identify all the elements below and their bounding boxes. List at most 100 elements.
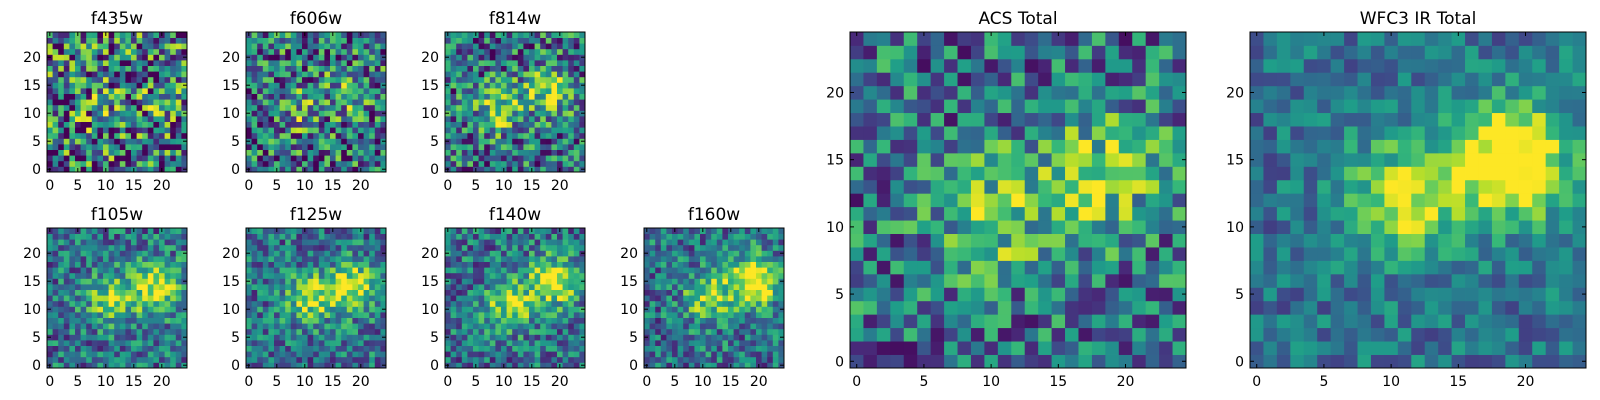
heatmap-cell: [568, 48, 575, 55]
heatmap-cell: [672, 312, 678, 318]
heatmap-cell: [506, 99, 513, 106]
heatmap-cell: [175, 306, 182, 313]
heatmap-cell: [170, 60, 177, 66]
heatmap-cell: [125, 138, 132, 145]
heatmap-cell: [302, 82, 308, 89]
heatmap-cell: [517, 312, 524, 318]
heatmap-cell: [484, 144, 491, 150]
heatmap-cell: [557, 99, 563, 106]
heatmap-cell: [655, 289, 662, 296]
heatmap-cell: [529, 149, 535, 156]
heatmap-cell: [467, 138, 474, 145]
heatmap-cell: [159, 160, 165, 167]
heatmap-cell: [540, 340, 547, 346]
heatmap-cell: [346, 60, 353, 66]
heatmap-cell: [523, 244, 530, 251]
heatmap-cell: [335, 88, 342, 94]
heatmap-cell: [170, 138, 177, 145]
heatmap-cell: [58, 99, 65, 106]
heatmap-cell: [153, 340, 160, 346]
y-tick-label: 20: [23, 246, 41, 262]
heatmap-cell: [529, 272, 535, 279]
heatmap-cell: [374, 356, 381, 363]
heatmap-cell: [75, 155, 81, 162]
heatmap-cell: [131, 144, 137, 150]
heatmap-cell: [279, 334, 286, 341]
heatmap-cell: [80, 104, 87, 111]
heatmap-cell: [495, 60, 502, 66]
heatmap-cell: [655, 256, 662, 262]
heatmap-cell: [1159, 206, 1173, 221]
heatmap-cell: [47, 37, 53, 44]
heatmap-cell: [655, 261, 662, 268]
heatmap-cell: [363, 110, 370, 117]
heatmap-cell: [1065, 341, 1079, 355]
heatmap-cell: [80, 345, 87, 352]
heatmap-cell: [86, 116, 93, 122]
heatmap-cell: [733, 272, 740, 279]
heatmap-cell: [484, 138, 491, 145]
heatmap-cell: [568, 76, 575, 83]
heatmap-cell: [302, 233, 308, 240]
heatmap-cell: [1038, 287, 1052, 302]
heatmap-cell: [125, 99, 132, 106]
heatmap-cell: [63, 48, 70, 55]
heatmap-cell: [1145, 287, 1160, 302]
heatmap-cell: [568, 306, 575, 313]
heatmap-cell: [456, 289, 463, 296]
heatmap-cell: [529, 244, 535, 251]
heatmap-cell: [478, 99, 485, 106]
heatmap-cell: [756, 233, 762, 240]
heatmap-cell: [341, 37, 348, 44]
heatmap-cell: [512, 295, 519, 302]
heatmap-cell: [1145, 193, 1160, 208]
heatmap-cell: [125, 104, 132, 111]
heatmap-cell: [159, 334, 165, 341]
heatmap-cell: [529, 76, 535, 83]
heatmap-cell: [744, 256, 751, 262]
heatmap-cell: [153, 239, 160, 246]
heatmap-cell: [767, 345, 774, 352]
heatmap-cell: [711, 278, 718, 285]
heatmap-cell: [573, 60, 580, 66]
heatmap-cell: [467, 278, 474, 285]
heatmap-cell: [69, 32, 76, 38]
heatmap-cell: [119, 228, 126, 234]
heatmap-cell: [324, 228, 331, 234]
heatmap-cell: [744, 244, 751, 251]
heatmap-cell: [274, 306, 280, 313]
heatmap-cell: [694, 317, 701, 324]
heatmap-cell: [551, 54, 558, 61]
heatmap-cell: [352, 138, 359, 145]
heatmap-cell: [557, 43, 563, 50]
heatmap-cell: [170, 99, 177, 106]
heatmap-cell: [114, 340, 121, 346]
heatmap-cell: [374, 250, 381, 257]
heatmap-cell: [97, 93, 104, 100]
heatmap-cell: [346, 121, 353, 128]
heatmap-cell: [374, 121, 381, 128]
heatmap-cell: [467, 132, 474, 139]
heatmap-cell: [302, 116, 308, 122]
heatmap-cell: [358, 132, 364, 139]
heatmap-cell: [369, 345, 376, 352]
heatmap-cell: [170, 32, 177, 38]
heatmap-cell: [58, 37, 65, 44]
heatmap-cell: [274, 300, 280, 307]
heatmap-cell: [772, 345, 779, 352]
heatmap-cell: [181, 261, 188, 268]
heatmap-cell: [257, 116, 264, 122]
heatmap-cell: [324, 284, 331, 290]
heatmap-cell: [318, 149, 325, 156]
heatmap-cell: [540, 93, 547, 100]
heatmap-cell: [551, 233, 558, 240]
heatmap-cell: [369, 351, 376, 358]
heatmap-cell: [767, 351, 774, 358]
heatmap-cell: [1118, 327, 1133, 342]
heatmap-cell: [170, 43, 177, 50]
heatmap-cell: [175, 233, 182, 240]
heatmap-cell: [529, 356, 535, 363]
heatmap-cell: [159, 295, 165, 302]
heatmap-cell: [863, 273, 878, 288]
heatmap-cell: [125, 306, 132, 313]
